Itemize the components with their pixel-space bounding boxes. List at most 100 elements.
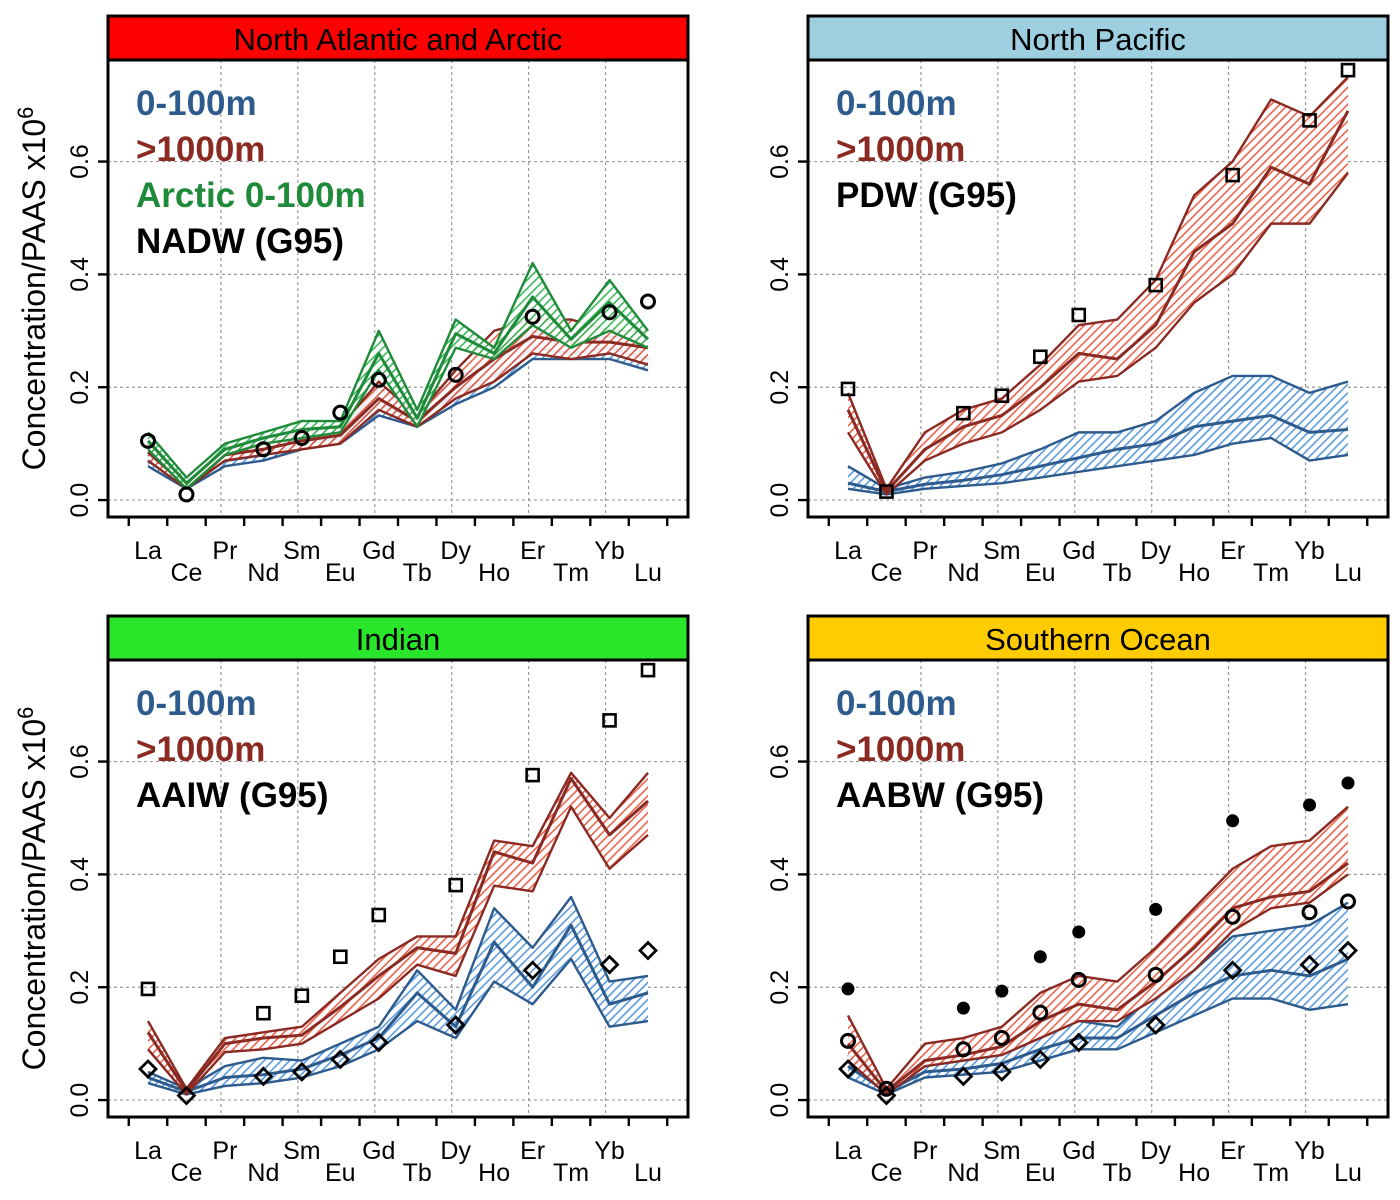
legend: 0-100m >1000m AAIW (G95)	[136, 684, 329, 815]
marker-circle	[1032, 1004, 1049, 1021]
marker-diamond	[1338, 940, 1358, 961]
band-upper-line	[846, 805, 1349, 1090]
x-tick-label: Tm	[1253, 1159, 1289, 1187]
marker-circle	[1070, 971, 1087, 988]
x-tick-label: Tm	[553, 559, 589, 587]
marker-square	[1225, 167, 1240, 183]
x-tick-label: Sm	[283, 1137, 321, 1165]
band-lower-line	[147, 957, 649, 1096]
marker-square	[1033, 349, 1048, 365]
band-lower-line	[847, 436, 1349, 496]
marker-circle	[1224, 908, 1241, 925]
legend: 0-100m >1000m AABW (G95)	[836, 684, 1044, 815]
series-band-3	[146, 261, 650, 490]
x-tick-label: La	[134, 1137, 162, 1165]
y-axis-label: Concentration/PAAS x106	[13, 107, 52, 471]
x-tick-label: Nd	[247, 1159, 279, 1187]
legend-entry: AAIW (G95)	[136, 776, 329, 815]
band-lower-line	[847, 873, 1349, 1096]
x-tick-label: Pr	[912, 1137, 937, 1165]
gridlines	[108, 60, 688, 517]
marker-square	[1302, 113, 1317, 128]
marker-diamond	[291, 1061, 312, 1082]
legend: 0-100m >1000m Arctic 0-100m NADW (G95)	[136, 84, 366, 261]
band-area	[148, 896, 648, 1095]
legend: 0-100m >1000m PDW (G95)	[836, 84, 1017, 215]
markers-circle	[840, 893, 1356, 1097]
marker-diamond	[838, 1059, 858, 1080]
x-tick-label: Ce	[870, 559, 902, 587]
band-lower-line	[846, 172, 1349, 496]
marker-square	[1340, 62, 1356, 78]
marker-circle	[255, 441, 272, 458]
marker-square	[994, 388, 1010, 403]
x-tick-label: Yb	[594, 537, 625, 565]
marker-circle	[1301, 904, 1318, 921]
x-tick-label: Er	[1220, 537, 1245, 565]
marker-circle	[993, 1030, 1010, 1047]
panel-title: Southern Ocean	[985, 622, 1211, 657]
x-tick-label: Dy	[440, 537, 471, 565]
marker-diamond	[138, 1059, 158, 1080]
legend-entry: >1000m	[836, 730, 965, 769]
marker-diamond	[876, 1085, 897, 1106]
legend-entry: >1000m	[136, 130, 265, 169]
band-mid-line	[846, 110, 1350, 494]
band-area	[148, 772, 648, 1095]
marker-dot	[1149, 902, 1163, 916]
marker-dot	[1033, 950, 1047, 964]
legend-entry: 0-100m	[136, 684, 257, 723]
x-tick-label: Er	[520, 537, 545, 565]
band-upper-line	[847, 374, 1349, 490]
x-tick-label: La	[834, 1137, 862, 1165]
marker-circle	[840, 1032, 856, 1049]
marker-circle	[293, 430, 310, 447]
x-tick-label: Dy	[1140, 537, 1171, 565]
x-tick-label: Tm	[553, 1159, 589, 1187]
x-tick-label: Tb	[1103, 559, 1132, 587]
legend-entry: NADW (G95)	[136, 222, 344, 261]
marker-circle	[640, 293, 656, 310]
x-tick-label: Pr	[912, 537, 937, 565]
markers-diamond	[838, 940, 1358, 1106]
x-tick-label: Pr	[212, 1137, 237, 1165]
x-tick-label: Nd	[247, 559, 279, 587]
markers-dot	[841, 776, 1355, 1015]
marker-circle	[140, 432, 156, 449]
y-axis-label: Concentration/PAAS x106	[13, 707, 52, 1071]
marker-diamond	[1145, 1015, 1166, 1036]
panel-4: Southern Ocean 0.0 0.2 0.4 0.6 La Ce Pr NdSmEuGd…	[766, 614, 1390, 1187]
marker-square	[640, 662, 656, 678]
marker-diamond	[1068, 1032, 1089, 1053]
x-tick-label: Eu	[1025, 1159, 1056, 1187]
band-mid-line	[146, 776, 649, 1094]
y-tick-label: 0.2	[766, 370, 794, 405]
marker-square	[256, 1005, 271, 1021]
y-tick-label: 0.0	[66, 1083, 94, 1118]
y-axis: 0.0 0.2 0.4 0.6	[66, 744, 108, 1117]
band-mid-line	[847, 413, 1349, 494]
x-tick-label: Lu	[1334, 559, 1362, 587]
marker-square	[294, 988, 310, 1003]
marker-diamond	[991, 1061, 1012, 1082]
x-tick-label: Ce	[870, 1159, 902, 1187]
marker-square	[1148, 277, 1163, 293]
series-band-2	[846, 805, 1349, 1096]
band-mid-line	[847, 957, 1349, 1094]
marker-circle	[878, 1080, 895, 1097]
marker-diamond	[445, 1015, 466, 1036]
band-area	[148, 263, 648, 489]
plot-frame	[106, 58, 690, 519]
band-upper-line	[146, 771, 649, 1090]
marker-circle	[370, 371, 387, 388]
x-tick-label: Er	[1220, 1137, 1245, 1165]
band-lower-line	[147, 805, 649, 1096]
y-tick-label: 0.6	[766, 144, 794, 179]
band-mid-line	[147, 923, 649, 1094]
panel-title: North Atlantic and Arctic	[233, 22, 562, 57]
x-tick-label: Pr	[212, 537, 237, 565]
x-tick-label: Gd	[362, 537, 395, 565]
